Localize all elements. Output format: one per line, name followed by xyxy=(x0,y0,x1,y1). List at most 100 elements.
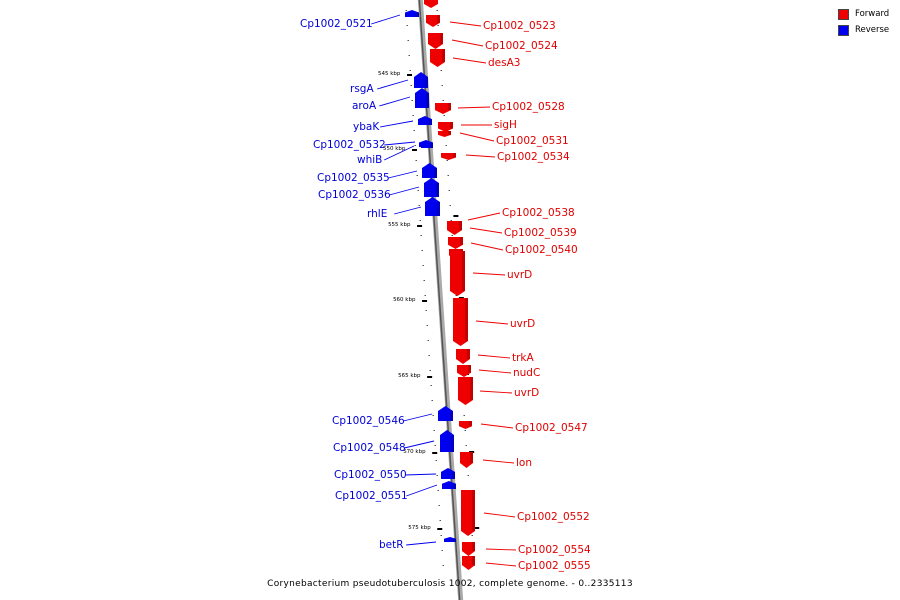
guide-dot xyxy=(442,565,444,566)
scale-label: 565 kbp xyxy=(398,373,421,379)
gene-glyph-shade xyxy=(452,471,455,479)
gene-label-Cp1002_0534: Cp1002_0534 xyxy=(497,151,570,163)
gene-glyph-shade xyxy=(453,153,456,158)
gene-glyph-Cp1002_0554 xyxy=(462,542,475,556)
guide-dot xyxy=(420,235,422,236)
gene-leader-line xyxy=(482,459,515,464)
gene-glyph-shade xyxy=(453,538,456,542)
gene-glyph-Cp1002_0547 xyxy=(459,421,472,429)
guide-dot xyxy=(435,460,437,461)
gene-glyph-shade xyxy=(450,411,453,421)
gene-glyph-nudC xyxy=(457,365,471,377)
gene-label-Cp1002_0536: Cp1002_0536 xyxy=(318,189,391,201)
gene-label-uvrD: uvrD xyxy=(514,387,540,399)
gene-label-Cp1002_0521: Cp1002_0521 xyxy=(300,18,373,30)
gene-leader-line xyxy=(459,132,495,142)
gene-glyph-Cp1002_0534 xyxy=(441,153,456,160)
gene-leader-line xyxy=(475,320,509,325)
gene-label-Cp1002_0523: Cp1002_0523 xyxy=(483,20,556,32)
scale-tick xyxy=(417,225,423,227)
gene-label-rsgA: rsgA xyxy=(350,83,374,95)
gene-label-Cp1002_0539: Cp1002_0539 xyxy=(504,227,577,239)
gene-label-Cp1002_0548: Cp1002_0548 xyxy=(333,442,406,454)
guide-dot xyxy=(436,10,438,11)
gene-glyph-Cp1002_0551 xyxy=(442,481,456,489)
gene-glyph-shade xyxy=(430,142,433,147)
gene-glyph-shade xyxy=(434,168,437,178)
guide-dot xyxy=(467,475,469,476)
gene-label-Cp1002_0547: Cp1002_0547 xyxy=(515,422,588,434)
gene-leader-line xyxy=(465,154,496,158)
gene-label-Cp1002_0532: Cp1002_0532 xyxy=(313,139,386,151)
gene-glyph-Cp1002_0538 xyxy=(447,221,462,235)
gene-glyph-shade xyxy=(468,365,471,373)
guide-dot xyxy=(412,115,414,116)
gene-glyph-shade xyxy=(472,542,475,552)
gene-label-Cp1002_0531: Cp1002_0531 xyxy=(496,135,569,147)
guide-dot xyxy=(455,295,457,296)
gene-glyph-shade xyxy=(440,33,443,44)
guide-dot xyxy=(429,370,431,371)
guide-dot xyxy=(413,130,415,131)
gene-glyph-shade xyxy=(470,452,473,463)
guide-dot xyxy=(419,220,421,221)
gene-label-aroA: aroA xyxy=(352,100,377,112)
gene-label-whiB: whiB xyxy=(357,154,383,166)
gene-label-Cp1002_0524: Cp1002_0524 xyxy=(485,40,558,52)
gene-glyph-shade xyxy=(448,131,451,135)
gene-leader-line xyxy=(379,96,411,107)
guide-dot xyxy=(464,430,466,431)
gene-label-Cp1002_0535: Cp1002_0535 xyxy=(317,172,390,184)
gene-glyph-shade xyxy=(465,298,468,341)
gene-label-Cp1002_0528: Cp1002_0528 xyxy=(492,101,565,113)
scale-tick xyxy=(407,74,412,76)
guide-dot xyxy=(440,535,442,536)
gene-leader-line xyxy=(485,548,517,551)
gene-glyph-shade xyxy=(451,435,454,452)
guide-dot xyxy=(436,475,438,476)
gene-glyph-Cp1002_0536 xyxy=(424,178,439,197)
gene-label-rhlE: rhlE xyxy=(367,208,388,220)
guide-dot xyxy=(423,280,425,281)
gene-glyph-uvrD xyxy=(450,251,465,296)
guide-dot xyxy=(416,175,418,176)
guide-dot xyxy=(437,490,439,491)
gene-leader-line xyxy=(406,541,437,546)
guide-dot xyxy=(426,325,428,326)
gene-glyph-rsgA xyxy=(414,72,428,88)
gene-glyph-uvrD xyxy=(458,377,473,405)
guide-dot xyxy=(433,430,435,431)
gene-glyph-partial xyxy=(424,0,438,8)
guide-dot xyxy=(407,40,409,41)
gene-label-uvrD: uvrD xyxy=(510,318,536,330)
gene-glyph-shade xyxy=(437,15,440,23)
gene-label-Cp1002_0550: Cp1002_0550 xyxy=(334,469,407,481)
gene-glyph-shade xyxy=(416,12,419,17)
gene-label-uvrD: uvrD xyxy=(507,269,533,281)
gene-leader-line xyxy=(467,212,501,221)
gene-leader-line xyxy=(380,120,414,128)
scale-tick xyxy=(432,452,438,454)
scale-label: 570 kbp xyxy=(403,449,426,455)
gene-leader-line xyxy=(394,206,422,215)
gene-glyph-shade xyxy=(472,490,475,531)
scale-label: 575 kbp xyxy=(408,525,431,531)
reverse-color-swatch xyxy=(838,25,849,36)
gene-glyph-Cp1002_0548 xyxy=(440,430,454,452)
gene-glyph-shade xyxy=(436,183,439,197)
gene-leader-line xyxy=(406,484,438,497)
gene-leader-line xyxy=(389,186,420,196)
gene-glyph-trkA xyxy=(456,349,470,364)
genome-caption: Corynebacterium pseudotuberculosis 1002,… xyxy=(267,579,633,589)
gene-glyph-Cp1002_0531 xyxy=(438,131,451,137)
legend-label-forward: Forward xyxy=(855,9,890,19)
gene-leader-line xyxy=(485,562,517,567)
guide-dot xyxy=(449,205,451,206)
legend-label-reverse: Reverse xyxy=(855,25,890,35)
gene-end-tick xyxy=(453,215,459,217)
guide-dot xyxy=(437,25,439,26)
guide-dot xyxy=(465,445,467,446)
scale-label: 550 kbp xyxy=(383,146,406,152)
